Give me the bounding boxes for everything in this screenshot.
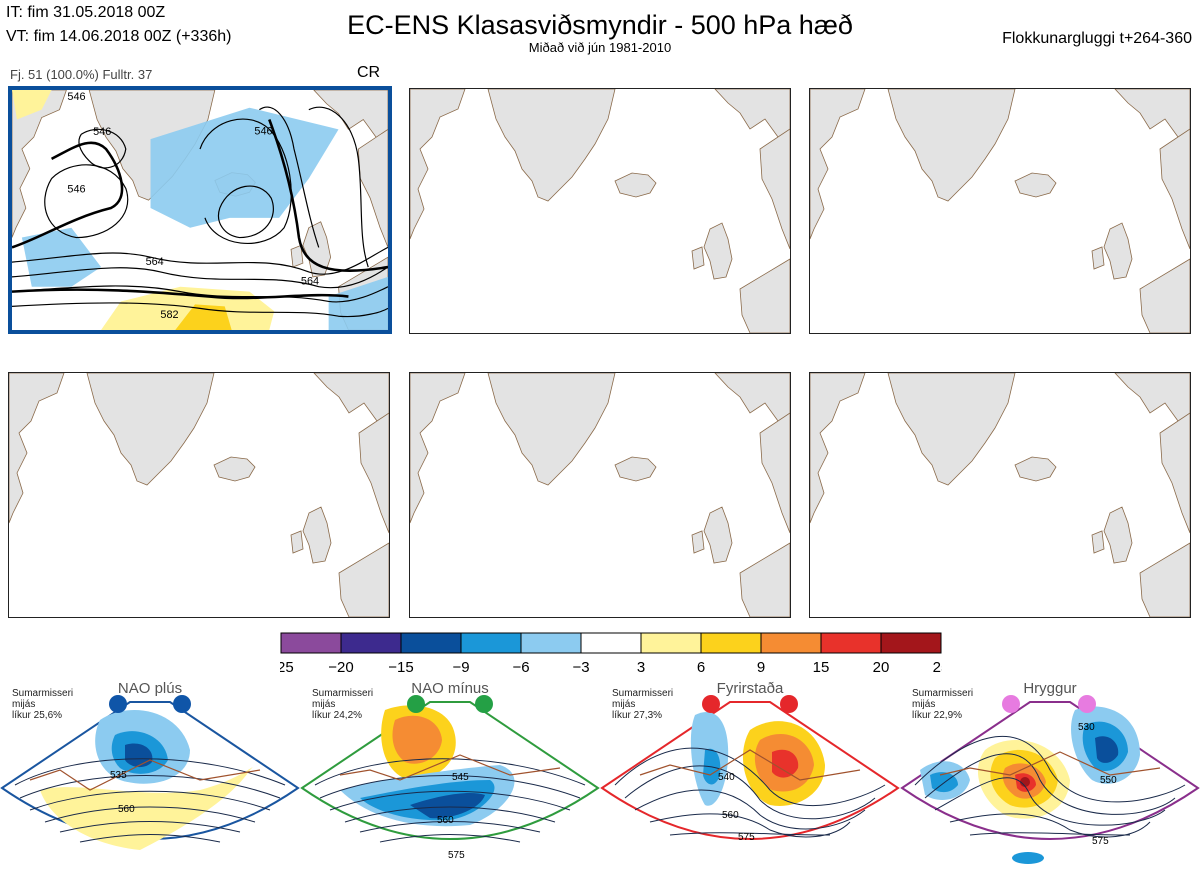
colorbar-swatch bbox=[580, 632, 642, 654]
empty-map-panel bbox=[809, 88, 1191, 334]
regime-dot bbox=[475, 695, 493, 713]
colorbar-tick: 15 bbox=[813, 659, 830, 676]
regime-panel: 545 560 575 NAO mínus Sumarmisseri mijás… bbox=[300, 680, 600, 871]
regime-dot bbox=[407, 695, 425, 713]
contour-label: 546 bbox=[67, 183, 85, 195]
regime-dot bbox=[702, 695, 720, 713]
colorbar-swatch bbox=[460, 632, 522, 654]
colorbar-swatch bbox=[520, 632, 582, 654]
regime-probability: líkur 27,3% bbox=[612, 710, 663, 721]
cluster-map-panel: 546 546 546 546 564 564 582 bbox=[8, 86, 392, 334]
empty-map-panel bbox=[809, 372, 1191, 618]
contour-label: 545 bbox=[452, 772, 469, 783]
colorbar-tick: −15 bbox=[388, 659, 413, 676]
page-subtitle: Miðað við jún 1981-2010 bbox=[528, 40, 672, 55]
contour-label: 564 bbox=[301, 276, 319, 288]
contour-label: 530 bbox=[1078, 722, 1095, 733]
regime-season-line2: mijás bbox=[12, 699, 36, 710]
contour-label: 550 bbox=[1100, 775, 1117, 786]
regime-season-line2: mijás bbox=[312, 699, 336, 710]
regime-season-line2: mijás bbox=[612, 699, 636, 710]
contour-label: 546 bbox=[93, 126, 111, 138]
contour-label: 535 bbox=[110, 770, 127, 781]
contour-label: 575 bbox=[1092, 836, 1109, 847]
regime-dot bbox=[1078, 695, 1096, 713]
colorbar-swatch bbox=[880, 632, 942, 654]
colorbar-tick: 9 bbox=[757, 659, 765, 676]
regime-info: Sumarmisseri mijás líkur 22,9% bbox=[912, 688, 1002, 721]
regime-title: NAO plús bbox=[117, 680, 183, 697]
colorbar-tick: 20 bbox=[873, 659, 890, 676]
empty-map-panel bbox=[409, 88, 791, 334]
regime-probability: líkur 22,9% bbox=[912, 710, 963, 721]
contour-label: 560 bbox=[722, 810, 739, 821]
regime-info: Sumarmisseri mijás líkur 25,6% bbox=[12, 688, 102, 721]
colorbar-tick: 3 bbox=[637, 659, 645, 676]
regime-panel: 535 560 NAO plús Sumarmisseri mijás líku… bbox=[0, 680, 300, 871]
colorbar-swatch bbox=[280, 632, 342, 654]
contour-label: 540 bbox=[718, 772, 735, 783]
regime-title: Fyrirstaða bbox=[716, 680, 784, 697]
colorbar-tick: 25 bbox=[933, 659, 942, 676]
colorbar-swatch bbox=[640, 632, 702, 654]
empty-map-panel bbox=[409, 372, 791, 618]
regime-info: Sumarmisseri mijás líkur 27,3% bbox=[612, 688, 702, 721]
regime-season: Sumarmisseri bbox=[612, 688, 674, 699]
cluster-code: CR bbox=[357, 64, 381, 81]
regime-info: Sumarmisseri mijás líkur 24,2% bbox=[312, 688, 402, 721]
regime-season-line2: mijás bbox=[912, 699, 936, 710]
cluster-info: Fj. 51 (100.0%) Fulltr. 37 bbox=[10, 67, 153, 82]
colorbar-tick: 6 bbox=[697, 659, 705, 676]
contour-label: 560 bbox=[118, 804, 135, 815]
regime-dot bbox=[109, 695, 127, 713]
classification-window: Flokkunargluggi t+264-360 bbox=[1002, 30, 1192, 47]
contour-label: 575 bbox=[448, 850, 465, 861]
colorbar-swatch bbox=[700, 632, 762, 654]
colorbar-swatch bbox=[760, 632, 822, 654]
contour-label: 560 bbox=[437, 815, 454, 826]
colorbar-swatch bbox=[820, 632, 882, 654]
regime-title: Hryggur bbox=[1023, 680, 1077, 697]
regime-season: Sumarmisseri bbox=[912, 688, 974, 699]
regime-season: Sumarmisseri bbox=[312, 688, 374, 699]
regime-title: NAO mínus bbox=[411, 680, 489, 697]
colorbar-tick: −20 bbox=[328, 659, 353, 676]
colorbar-swatch bbox=[400, 632, 462, 654]
empty-map-panel bbox=[8, 372, 390, 618]
colorbar-tick: −25 bbox=[280, 659, 294, 676]
regime-probability: líkur 24,2% bbox=[312, 710, 363, 721]
colorbar-tick: −3 bbox=[572, 659, 589, 676]
contour-label: 575 bbox=[738, 832, 755, 843]
contour-label: 546 bbox=[254, 125, 272, 137]
initial-time: IT: fim 31.05.2018 00Z bbox=[6, 4, 166, 21]
regime-probability: líkur 25,6% bbox=[12, 710, 63, 721]
regime-dot bbox=[1002, 695, 1020, 713]
colorbar: −25 −20 −15 −9 −6 −3 3 6 9 15 20 25 bbox=[280, 632, 942, 676]
regime-dot bbox=[780, 695, 798, 713]
colorbar-tick: −9 bbox=[452, 659, 469, 676]
contour-label: 564 bbox=[146, 256, 164, 268]
colorbar-tick: −6 bbox=[512, 659, 529, 676]
regime-panel: 530 550 575 Hryggur Sumarmisseri mijás l… bbox=[900, 680, 1200, 871]
valid-time: VT: fim 14.06.2018 00Z (+336h) bbox=[6, 28, 232, 45]
page-title: EC-ENS Klasasviðsmyndir - 500 hPa hæð bbox=[347, 10, 853, 40]
regime-season: Sumarmisseri bbox=[12, 688, 74, 699]
regime-dot bbox=[173, 695, 191, 713]
contour-label: 546 bbox=[67, 91, 85, 103]
colorbar-swatch bbox=[340, 632, 402, 654]
contour-label: 582 bbox=[160, 309, 178, 321]
regime-panel: 540 560 575 Fyrirstaða Sumarmisseri mijá… bbox=[600, 680, 900, 871]
